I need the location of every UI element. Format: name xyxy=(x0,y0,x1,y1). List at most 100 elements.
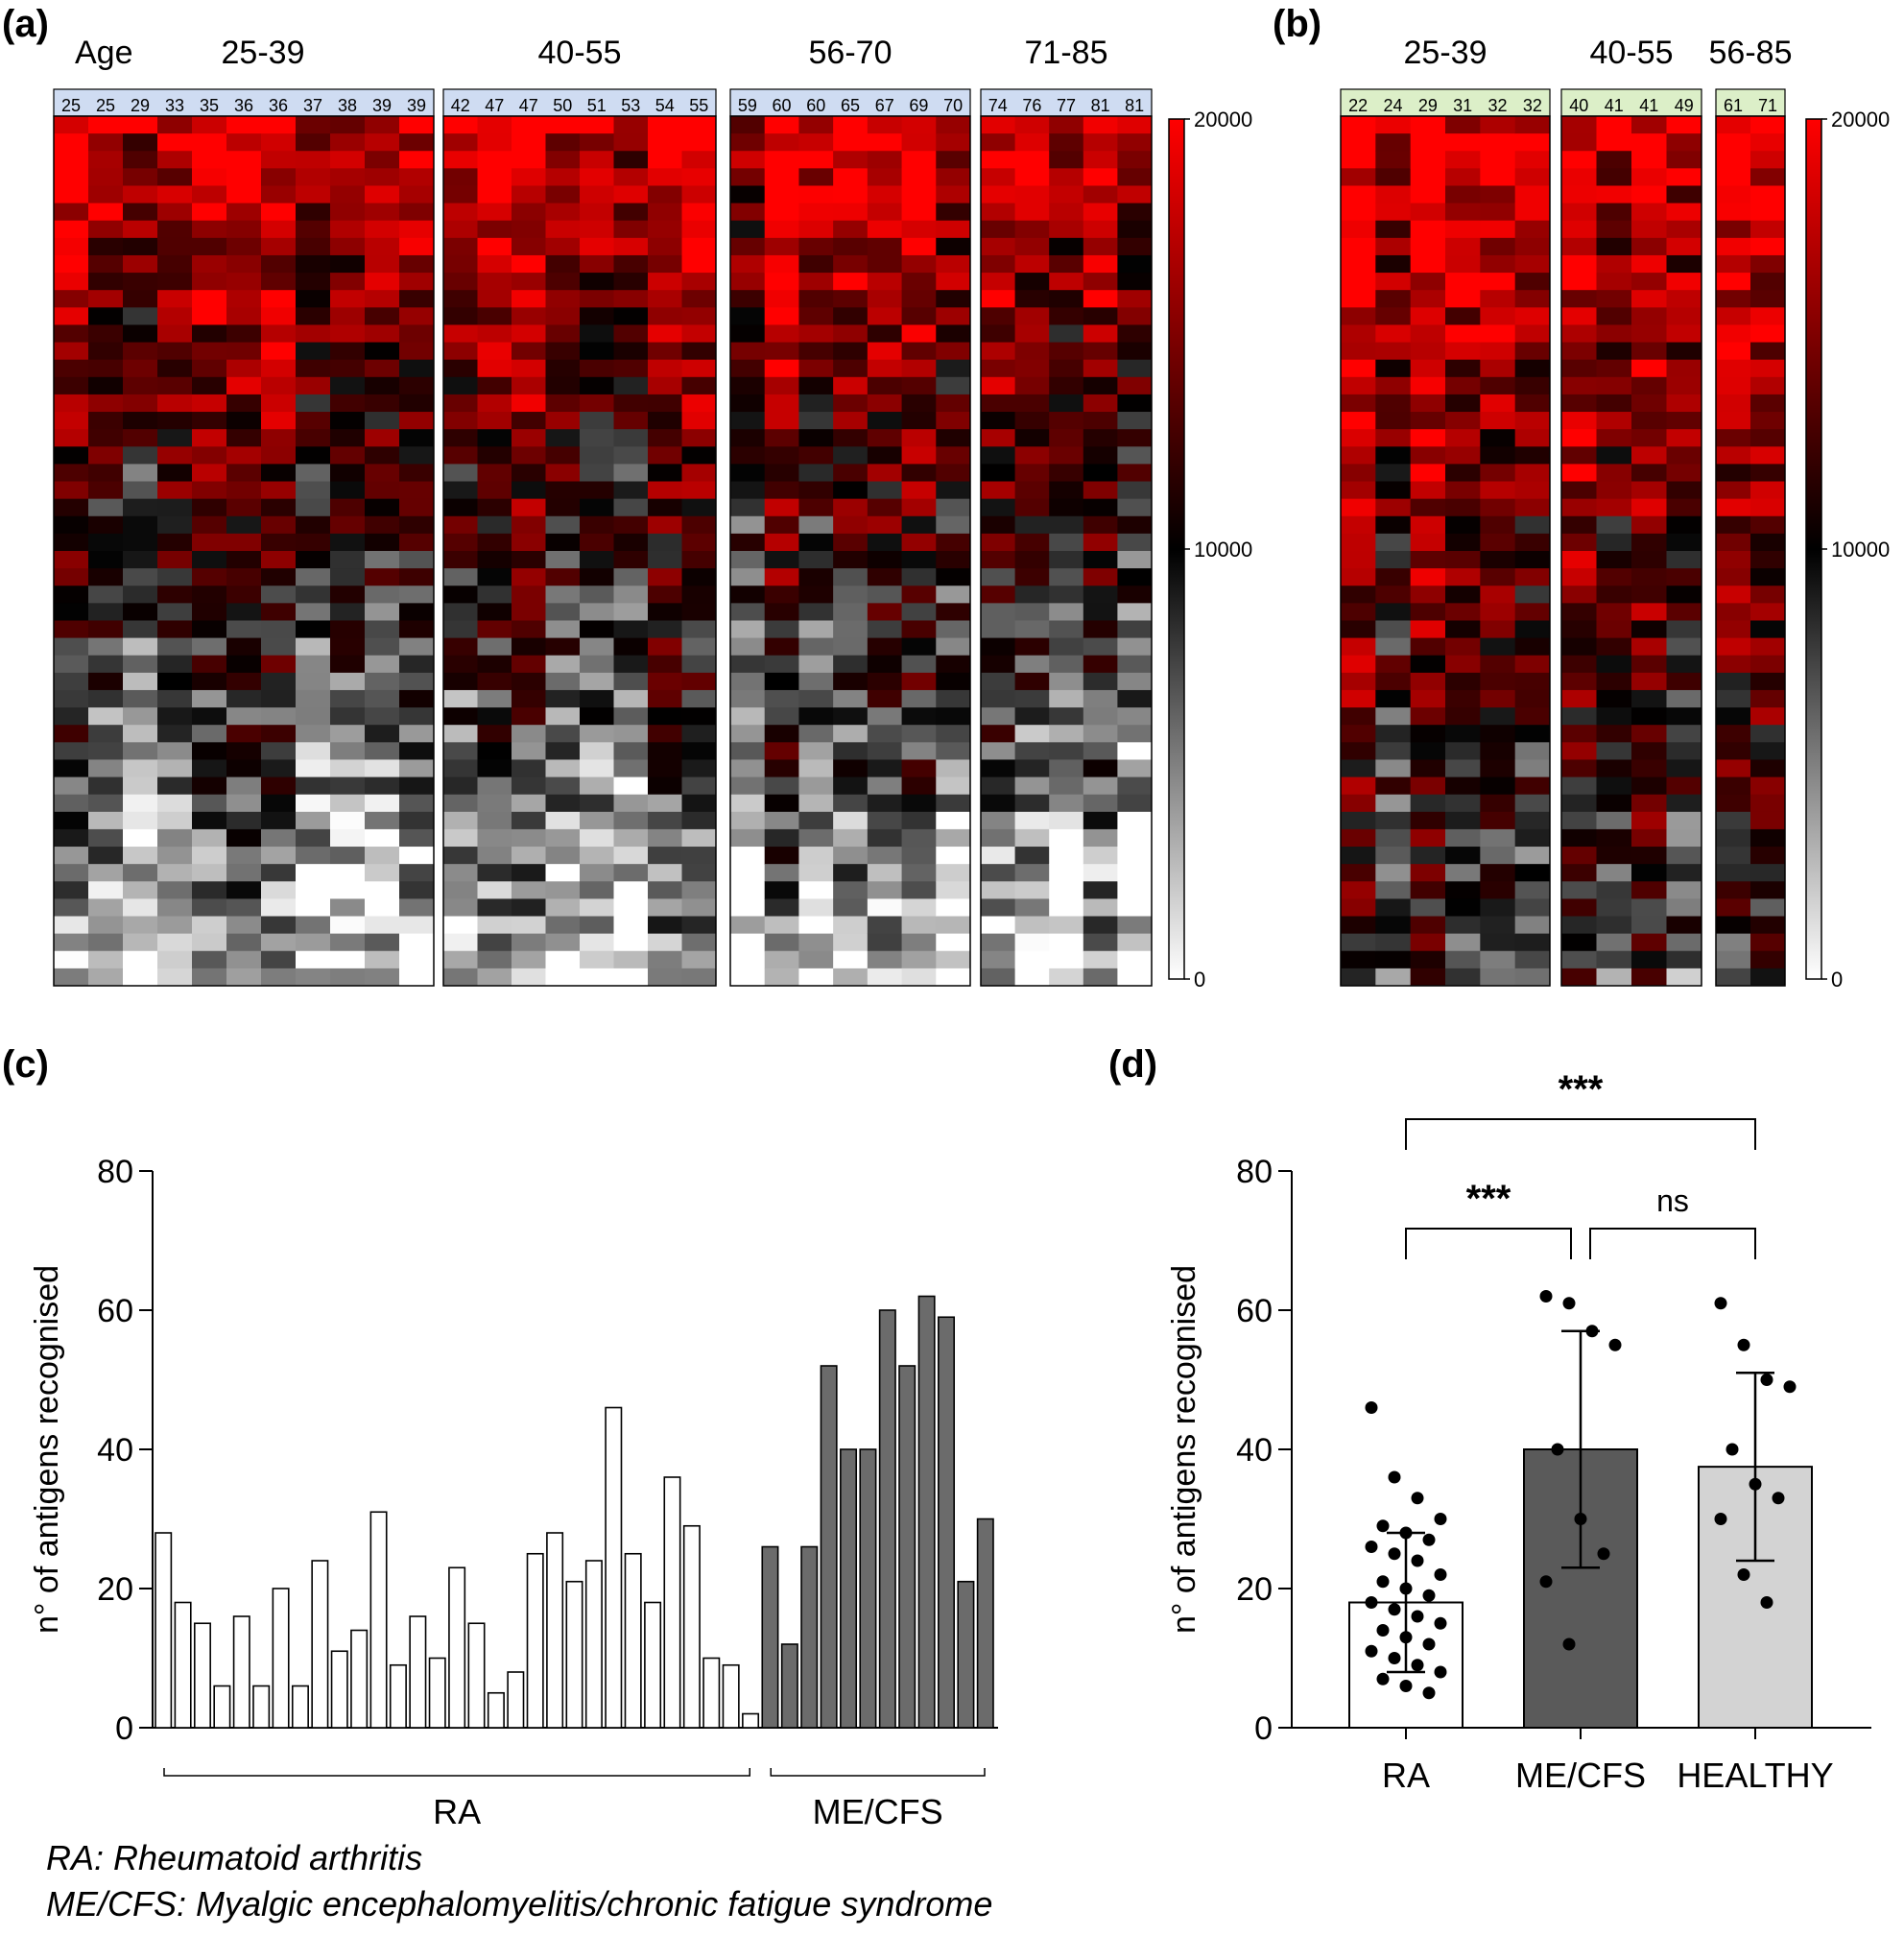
heatmap-cell xyxy=(936,689,971,708)
heatmap-cell xyxy=(1480,777,1516,796)
heatmap-cell xyxy=(981,620,1016,639)
heatmap-cell xyxy=(936,759,971,778)
heatmap-cell xyxy=(681,655,717,674)
bar xyxy=(565,1580,583,1729)
heatmap-cell xyxy=(443,620,478,639)
heatmap-cell xyxy=(1375,777,1412,796)
heatmap-cell xyxy=(936,394,971,413)
heatmap-cell xyxy=(681,359,717,378)
heatmap-cell xyxy=(1561,498,1597,517)
heatmap-cell xyxy=(1716,881,1751,899)
heatmap-cell xyxy=(261,342,297,361)
heatmap-cell xyxy=(157,968,193,987)
heatmap-cell xyxy=(1666,759,1702,778)
heatmap-cell xyxy=(798,481,834,500)
age-value: 49 xyxy=(1675,96,1694,115)
heatmap-cell xyxy=(477,898,512,918)
heatmap-cell xyxy=(477,916,512,935)
heatmap-cell xyxy=(1117,864,1153,882)
heatmap-cell xyxy=(867,254,903,274)
data-point xyxy=(1365,1644,1378,1658)
heatmap-cell xyxy=(1514,394,1551,413)
heatmap-cell xyxy=(1341,881,1376,899)
heatmap-cell xyxy=(226,185,262,204)
heatmap-cell xyxy=(1631,237,1667,256)
bar xyxy=(840,1448,858,1729)
heatmap-cell xyxy=(580,324,614,344)
heatmap-cell xyxy=(648,203,682,222)
heatmap-cell xyxy=(1716,203,1751,222)
heatmap-cell xyxy=(192,116,227,134)
age-header xyxy=(980,88,1153,117)
heatmap-cell xyxy=(936,725,971,743)
heatmap-cell xyxy=(867,376,903,395)
heatmap-cell xyxy=(443,898,478,918)
significance-label: *** xyxy=(1466,1178,1511,1220)
bar xyxy=(311,1560,329,1729)
heatmap-cell xyxy=(833,116,869,134)
heatmap-cell xyxy=(1014,324,1050,344)
heatmap-cell xyxy=(1049,307,1084,325)
heatmap-cell xyxy=(1375,655,1412,674)
heatmap-cell xyxy=(981,412,1016,430)
heatmap-cell xyxy=(764,568,799,586)
heatmap-cell xyxy=(936,933,971,952)
heatmap-cell xyxy=(545,324,581,344)
heatmap-cell xyxy=(681,464,717,483)
heatmap-cell xyxy=(936,116,971,134)
heatmap-cell xyxy=(833,237,869,256)
heatmap-cell xyxy=(88,968,124,987)
heatmap-cell xyxy=(1561,464,1597,483)
heatmap-cell xyxy=(1083,273,1118,291)
heatmap-cell xyxy=(545,220,581,239)
heatmap-cell xyxy=(867,203,903,222)
heatmap-cell xyxy=(1716,777,1751,796)
heatmap-cell xyxy=(1445,533,1481,552)
heatmap-block-border xyxy=(53,115,435,987)
heatmap-cell xyxy=(1666,220,1702,239)
heatmap-cell xyxy=(1514,864,1551,882)
bar xyxy=(428,1657,446,1729)
heatmap-cell xyxy=(1716,847,1751,865)
heatmap-cell xyxy=(981,498,1016,517)
heatmap-cell xyxy=(1750,168,1786,186)
heatmap-cell xyxy=(1631,725,1667,743)
heatmap-cell xyxy=(1083,254,1118,274)
heatmap-cell xyxy=(1561,847,1597,865)
heatmap-cell xyxy=(1716,342,1751,361)
heatmap-cell xyxy=(981,672,1016,691)
heatmap-cell xyxy=(613,446,649,465)
heatmap-cell xyxy=(648,777,682,796)
heatmap-cell xyxy=(88,950,124,969)
heatmap-cell xyxy=(399,168,435,186)
heatmap-cell xyxy=(443,254,478,274)
heatmap-cell xyxy=(1596,185,1632,204)
heatmap-cell xyxy=(157,220,193,239)
heatmap-cell xyxy=(936,168,971,186)
heatmap-cell xyxy=(1480,168,1516,186)
heatmap-cell xyxy=(1083,725,1118,743)
heatmap-cell xyxy=(981,794,1016,813)
heatmap-cell xyxy=(798,811,834,830)
heatmap-cell xyxy=(1410,237,1446,256)
heatmap-cell xyxy=(648,707,682,726)
heatmap-cell xyxy=(1117,707,1153,726)
heatmap-cell xyxy=(1666,551,1702,569)
heatmap-cell xyxy=(157,777,193,796)
heatmap-cell xyxy=(365,950,400,969)
heatmap-cell xyxy=(798,220,834,239)
heatmap-cell xyxy=(681,898,717,918)
heatmap-cell xyxy=(1514,220,1551,239)
heatmap-cell xyxy=(88,586,124,604)
heatmap-cell xyxy=(443,498,478,517)
heatmap-cell xyxy=(192,864,227,882)
heatmap-cell xyxy=(833,324,869,344)
heatmap-cell xyxy=(580,307,614,325)
heatmap-cell xyxy=(798,151,834,169)
heatmap-cell xyxy=(1716,898,1751,918)
heatmap-cell xyxy=(1716,916,1751,935)
heatmap-cell xyxy=(981,116,1016,134)
heatmap-cell xyxy=(1514,672,1551,691)
heatmap-cell xyxy=(798,133,834,152)
